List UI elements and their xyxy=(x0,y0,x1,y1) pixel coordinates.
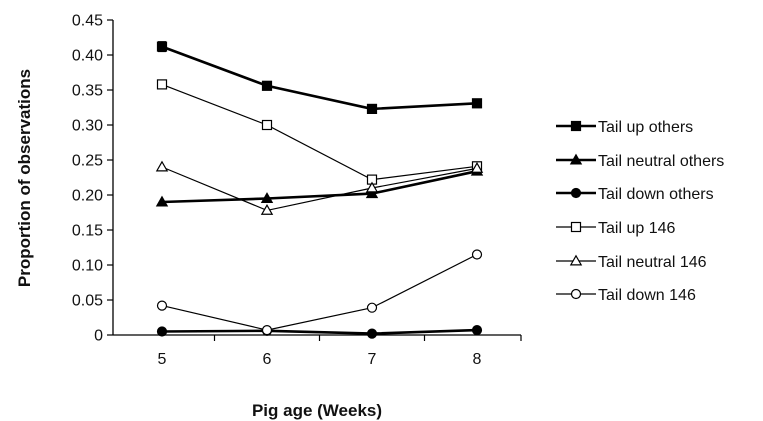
legend-label: Tail up others xyxy=(598,119,693,136)
data-point xyxy=(366,328,378,339)
data-point xyxy=(470,162,484,173)
legend-label: Tail neutral others xyxy=(598,153,724,170)
legend-item: Tail up others xyxy=(556,119,693,136)
x-tick-label: 7 xyxy=(368,351,377,368)
data-point xyxy=(156,41,168,52)
legend-item: Tail up 146 xyxy=(556,220,675,237)
y-tick-label: 0.05 xyxy=(72,293,103,310)
data-point xyxy=(156,79,168,90)
legend-marker xyxy=(570,187,582,199)
legend-item: Tail neutral others xyxy=(556,153,724,170)
data-point xyxy=(156,326,168,337)
axes xyxy=(112,20,521,336)
y-tick-label: 0 xyxy=(94,328,103,345)
legend-marker xyxy=(570,288,582,300)
legend-marker xyxy=(570,120,582,132)
series-tail-neutral-146 xyxy=(155,160,484,215)
x-axis-title: Pig age (Weeks) xyxy=(252,401,382,420)
data-point xyxy=(261,80,273,91)
y-tick-label: 0.10 xyxy=(72,258,103,275)
series-tail-down-146 xyxy=(156,249,483,336)
series-line xyxy=(161,328,478,335)
y-tick-label: 0.15 xyxy=(72,223,103,240)
legend-marker xyxy=(569,153,583,165)
data-point xyxy=(260,204,274,215)
series-tail-up-146 xyxy=(156,79,483,185)
legend-label: Tail down others xyxy=(598,186,714,203)
series-line xyxy=(161,169,478,204)
data-point xyxy=(366,103,378,115)
data-point xyxy=(261,325,273,336)
y-tick-label: 0.45 xyxy=(72,13,103,30)
x-ticks: 5 6 7 8 xyxy=(158,335,522,368)
data-point xyxy=(260,192,274,203)
y-tick-label: 0.30 xyxy=(72,118,103,135)
y-axis-title: Proportion of observations xyxy=(15,69,34,287)
data-point xyxy=(471,249,483,260)
series-line xyxy=(161,83,478,181)
data-point xyxy=(471,325,483,336)
legend-label: Tail down 146 xyxy=(598,287,696,304)
x-tick-label: 6 xyxy=(263,351,272,368)
legend-label: Tail up 146 xyxy=(598,220,675,237)
legend-item: Tail down others xyxy=(556,186,714,203)
x-tick-label: 5 xyxy=(158,351,167,368)
y-tick-label: 0.20 xyxy=(72,188,103,205)
series-line xyxy=(161,45,478,111)
y-ticks: 0 0.05 0.10 0.15 0.20 0.25 0.30 0.35 0.40 0.45 xyxy=(72,13,113,345)
data-point xyxy=(156,300,168,311)
legend-label: Tail neutral 146 xyxy=(598,254,707,271)
y-tick-label: 0.35 xyxy=(72,83,103,100)
data-point xyxy=(366,302,378,313)
legend-marker xyxy=(569,254,583,266)
series-tail-neutral-others xyxy=(155,164,484,207)
data-point xyxy=(261,119,273,131)
series-line xyxy=(161,253,478,331)
series-tail-up-others xyxy=(156,41,483,115)
data-point xyxy=(471,98,483,109)
y-tick-label: 0.40 xyxy=(72,48,103,65)
data-point xyxy=(365,181,379,193)
legend-item: Tail neutral 146 xyxy=(556,254,707,271)
series-line xyxy=(161,166,478,212)
data-point xyxy=(155,195,169,207)
x-tick-label: 8 xyxy=(473,351,482,368)
legend: Tail up others Tail neutral others Tail do… xyxy=(556,119,724,304)
data-point xyxy=(155,160,169,172)
data-point xyxy=(365,187,379,199)
legend-marker xyxy=(570,221,582,233)
legend-item: Tail down 146 xyxy=(556,287,696,304)
y-tick-label: 0.25 xyxy=(72,153,103,170)
series-layer xyxy=(155,41,484,339)
